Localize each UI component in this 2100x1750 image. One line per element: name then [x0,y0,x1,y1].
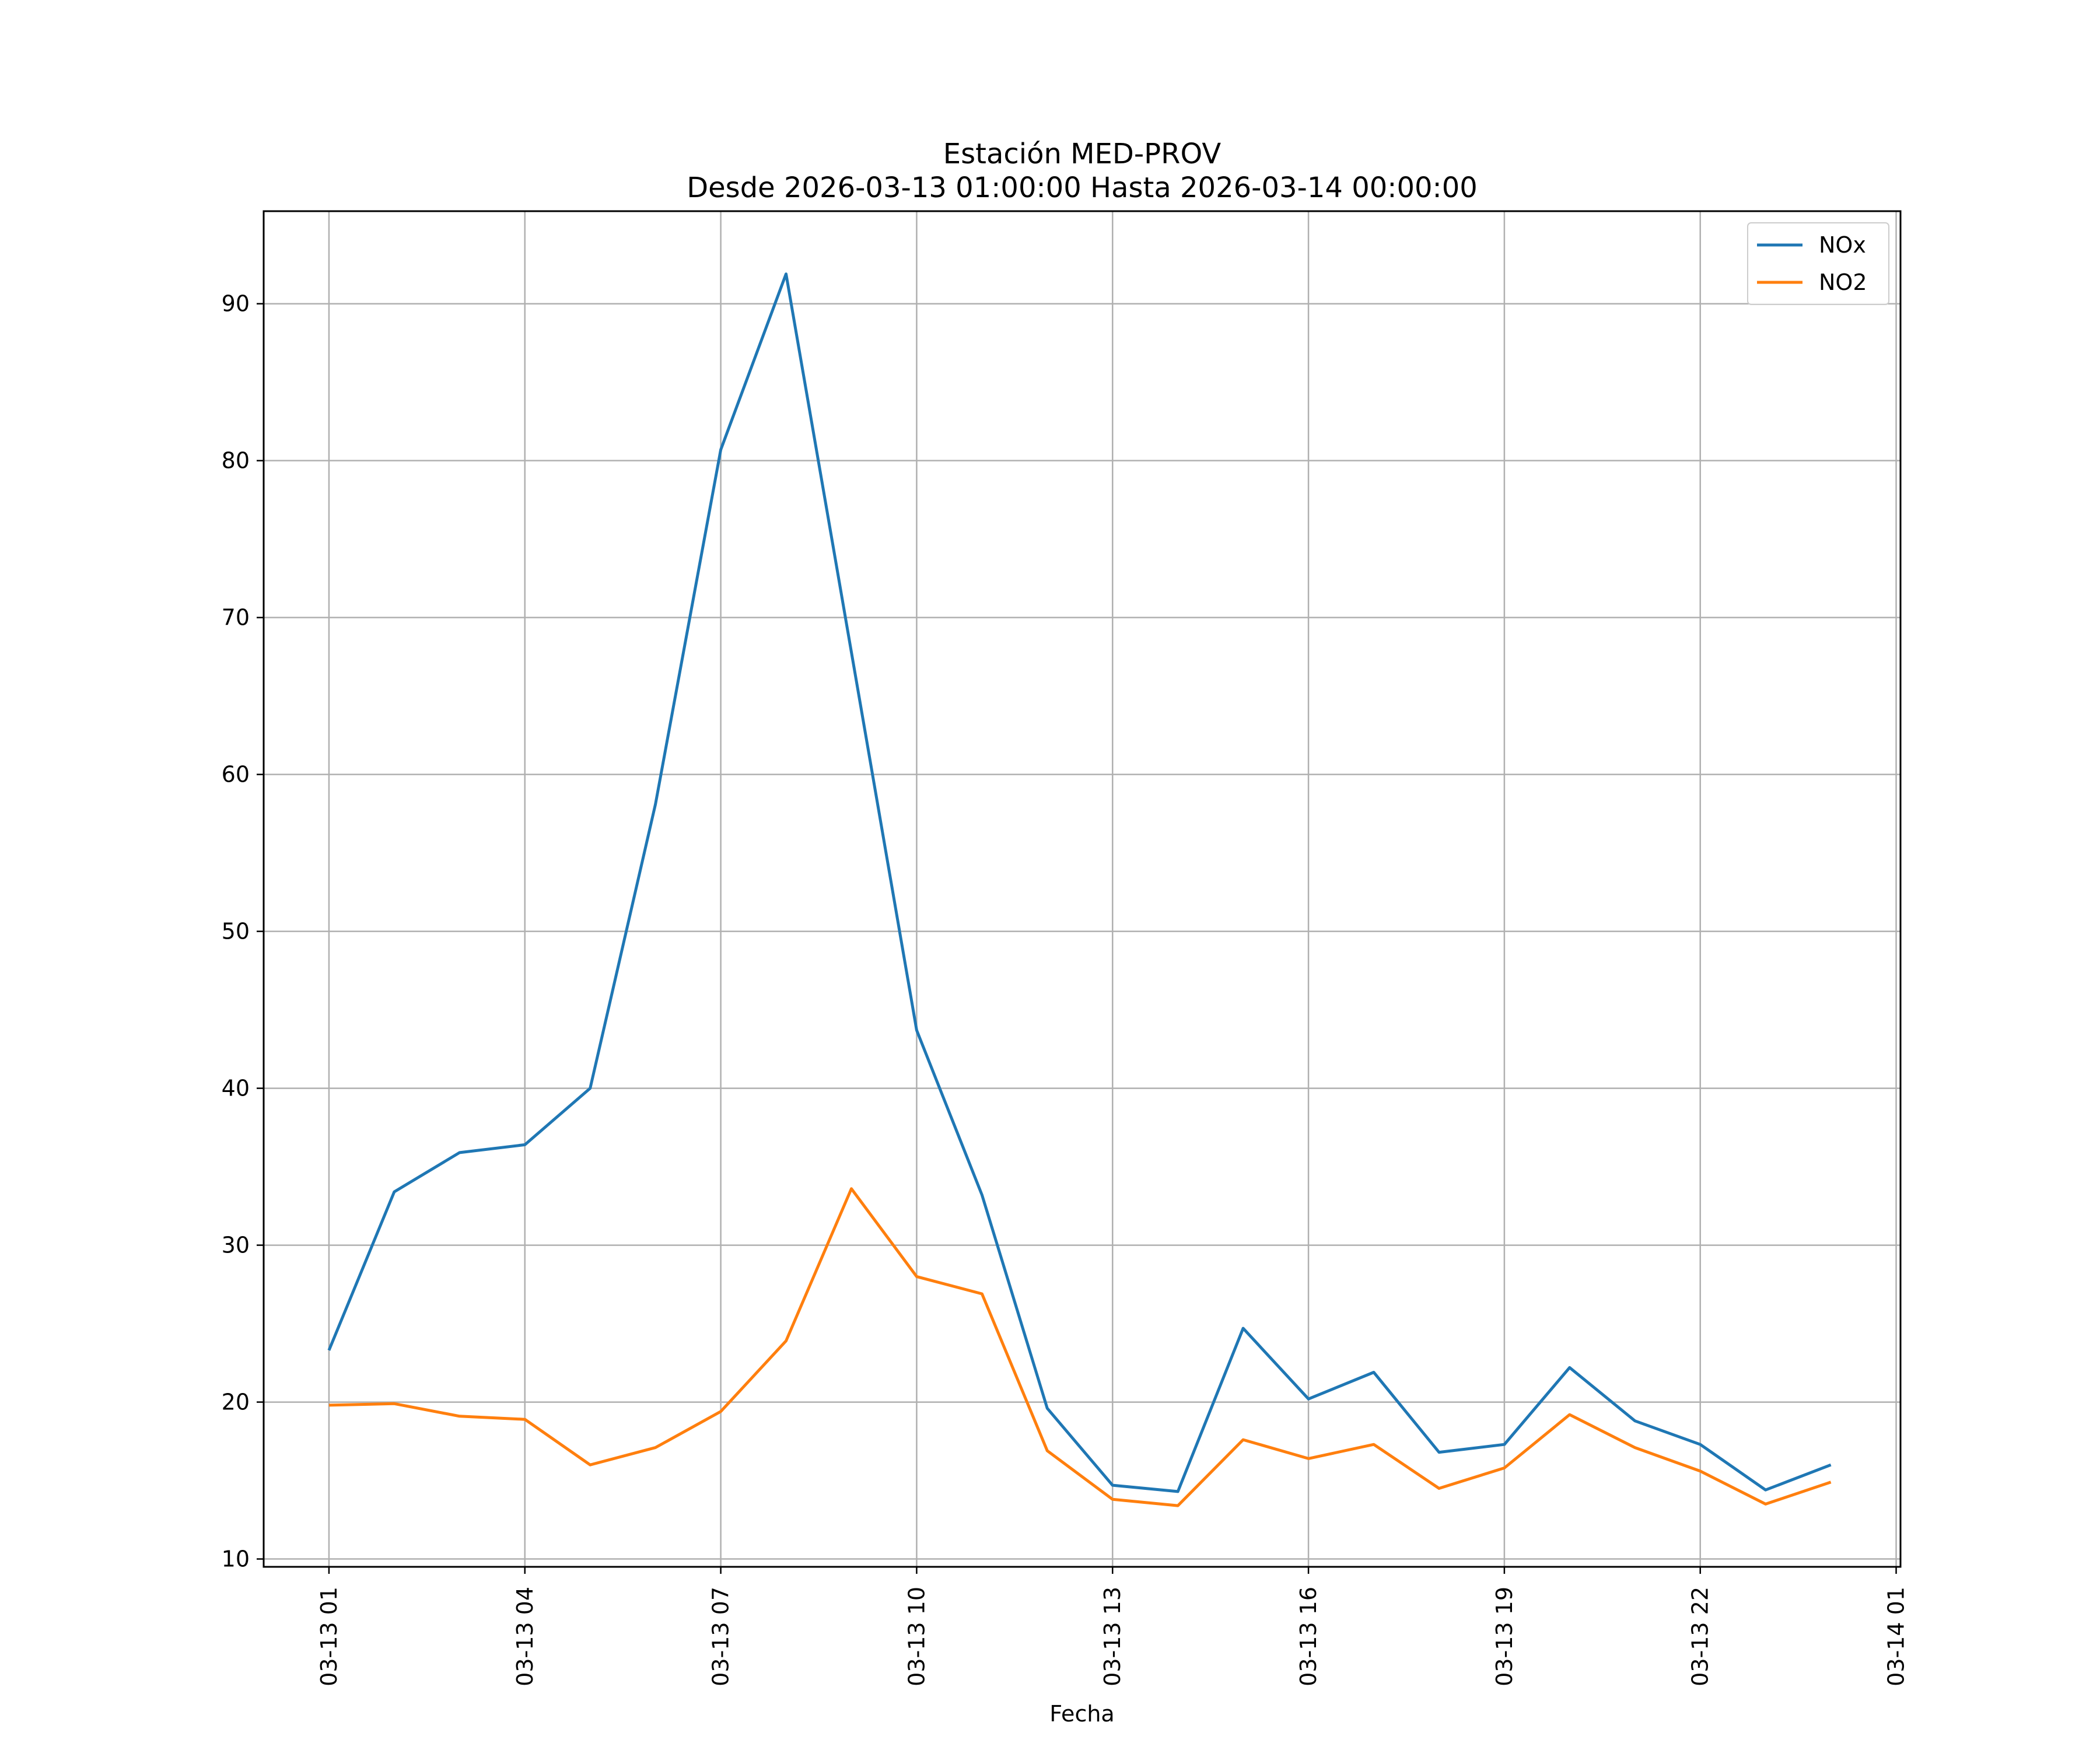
data-point [1045,1448,1049,1453]
data-point [1829,1462,1833,1467]
data-point [1110,1497,1115,1502]
series-line-nox [327,272,1832,1493]
data-point [1567,1365,1572,1370]
data-point [1241,1437,1245,1442]
data-point [457,1414,462,1419]
data-point [914,1028,919,1032]
data-point [1110,1483,1115,1488]
series-nox [327,272,1833,1494]
x-tick-label: 03-13 22 [1688,1587,1713,1686]
x-axis-label: Fecha [1049,1701,1114,1727]
legend-label-no2: NO2 [1819,270,1867,295]
data-point [784,1339,789,1343]
data-point [327,1348,331,1353]
chart-subtitle: Desde 2026-03-13 01:00:00 Hasta 2026-03-… [687,172,1478,204]
x-tick-label: 03-13 13 [1100,1587,1125,1686]
data-point [1502,1442,1507,1447]
data-point [719,447,723,452]
grid [264,211,1901,1567]
data-point [653,1446,658,1450]
y-tick-label: 30 [222,1233,250,1258]
data-point [523,1417,527,1422]
data-point [1437,1450,1441,1455]
data-point [588,1462,593,1467]
data-point [1633,1446,1637,1450]
series-lines [327,272,1833,1508]
x-tick-label: 03-13 19 [1492,1587,1517,1686]
data-point [392,1401,397,1406]
y-tick-label: 10 [222,1546,250,1572]
data-point [979,1193,984,1198]
data-point [1502,1466,1507,1471]
y-tick-label: 40 [222,1076,250,1101]
chart-title: Estación MED-PROV [943,138,1222,170]
series-line-no2 [328,1187,1832,1507]
legend-box [1747,222,1889,305]
data-point [1437,1486,1441,1491]
data-point [1241,1326,1245,1331]
data-point [914,1274,919,1279]
y-tick-label: 20 [222,1390,250,1415]
data-point [1633,1419,1637,1423]
data-point [1763,1502,1768,1506]
data-point [849,650,853,654]
x-tick-label: 03-13 16 [1296,1587,1321,1686]
series-no2 [327,1186,1833,1508]
data-point [1763,1488,1768,1492]
data-point [1045,1406,1049,1410]
y-tick-label: 50 [222,919,250,944]
plot-area-frame [262,210,1902,1568]
data-point [1371,1370,1376,1374]
axis-ticks: 10 20 30 40 50 60 70 80 90 03-13 01 03-13 04 03-13 … [222,291,1909,1686]
y-tick-label: 70 [222,605,250,631]
x-tick-label: 03-14 01 [1884,1587,1909,1686]
x-tick-label: 03-13 04 [512,1587,538,1686]
data-point [457,1150,462,1155]
legend: NOx NO2 [1747,222,1889,305]
x-tick-label: 03-13 01 [316,1587,342,1686]
data-point [1567,1412,1572,1417]
y-tick-label: 80 [222,448,250,474]
data-point [784,272,789,276]
data-point [979,1292,984,1296]
data-point [1371,1442,1376,1447]
data-point [1698,1442,1703,1447]
data-point [1306,1396,1311,1401]
y-tick-label: 90 [222,291,250,317]
data-point [849,1186,853,1191]
data-point [392,1189,397,1194]
x-tick-label: 03-13 07 [708,1587,734,1686]
data-point [1829,1480,1833,1485]
data-point [719,1409,723,1414]
y-tick-label: 60 [222,762,250,788]
data-point [523,1142,527,1147]
data-point [1175,1503,1180,1508]
data-point [327,1403,331,1408]
legend-label-nox: NOx [1819,232,1866,258]
data-point [1698,1469,1703,1474]
data-point [653,802,658,807]
data-point [588,1086,593,1091]
data-point [1175,1489,1180,1494]
x-tick-label: 03-13 10 [904,1587,929,1686]
data-point [1306,1456,1311,1461]
